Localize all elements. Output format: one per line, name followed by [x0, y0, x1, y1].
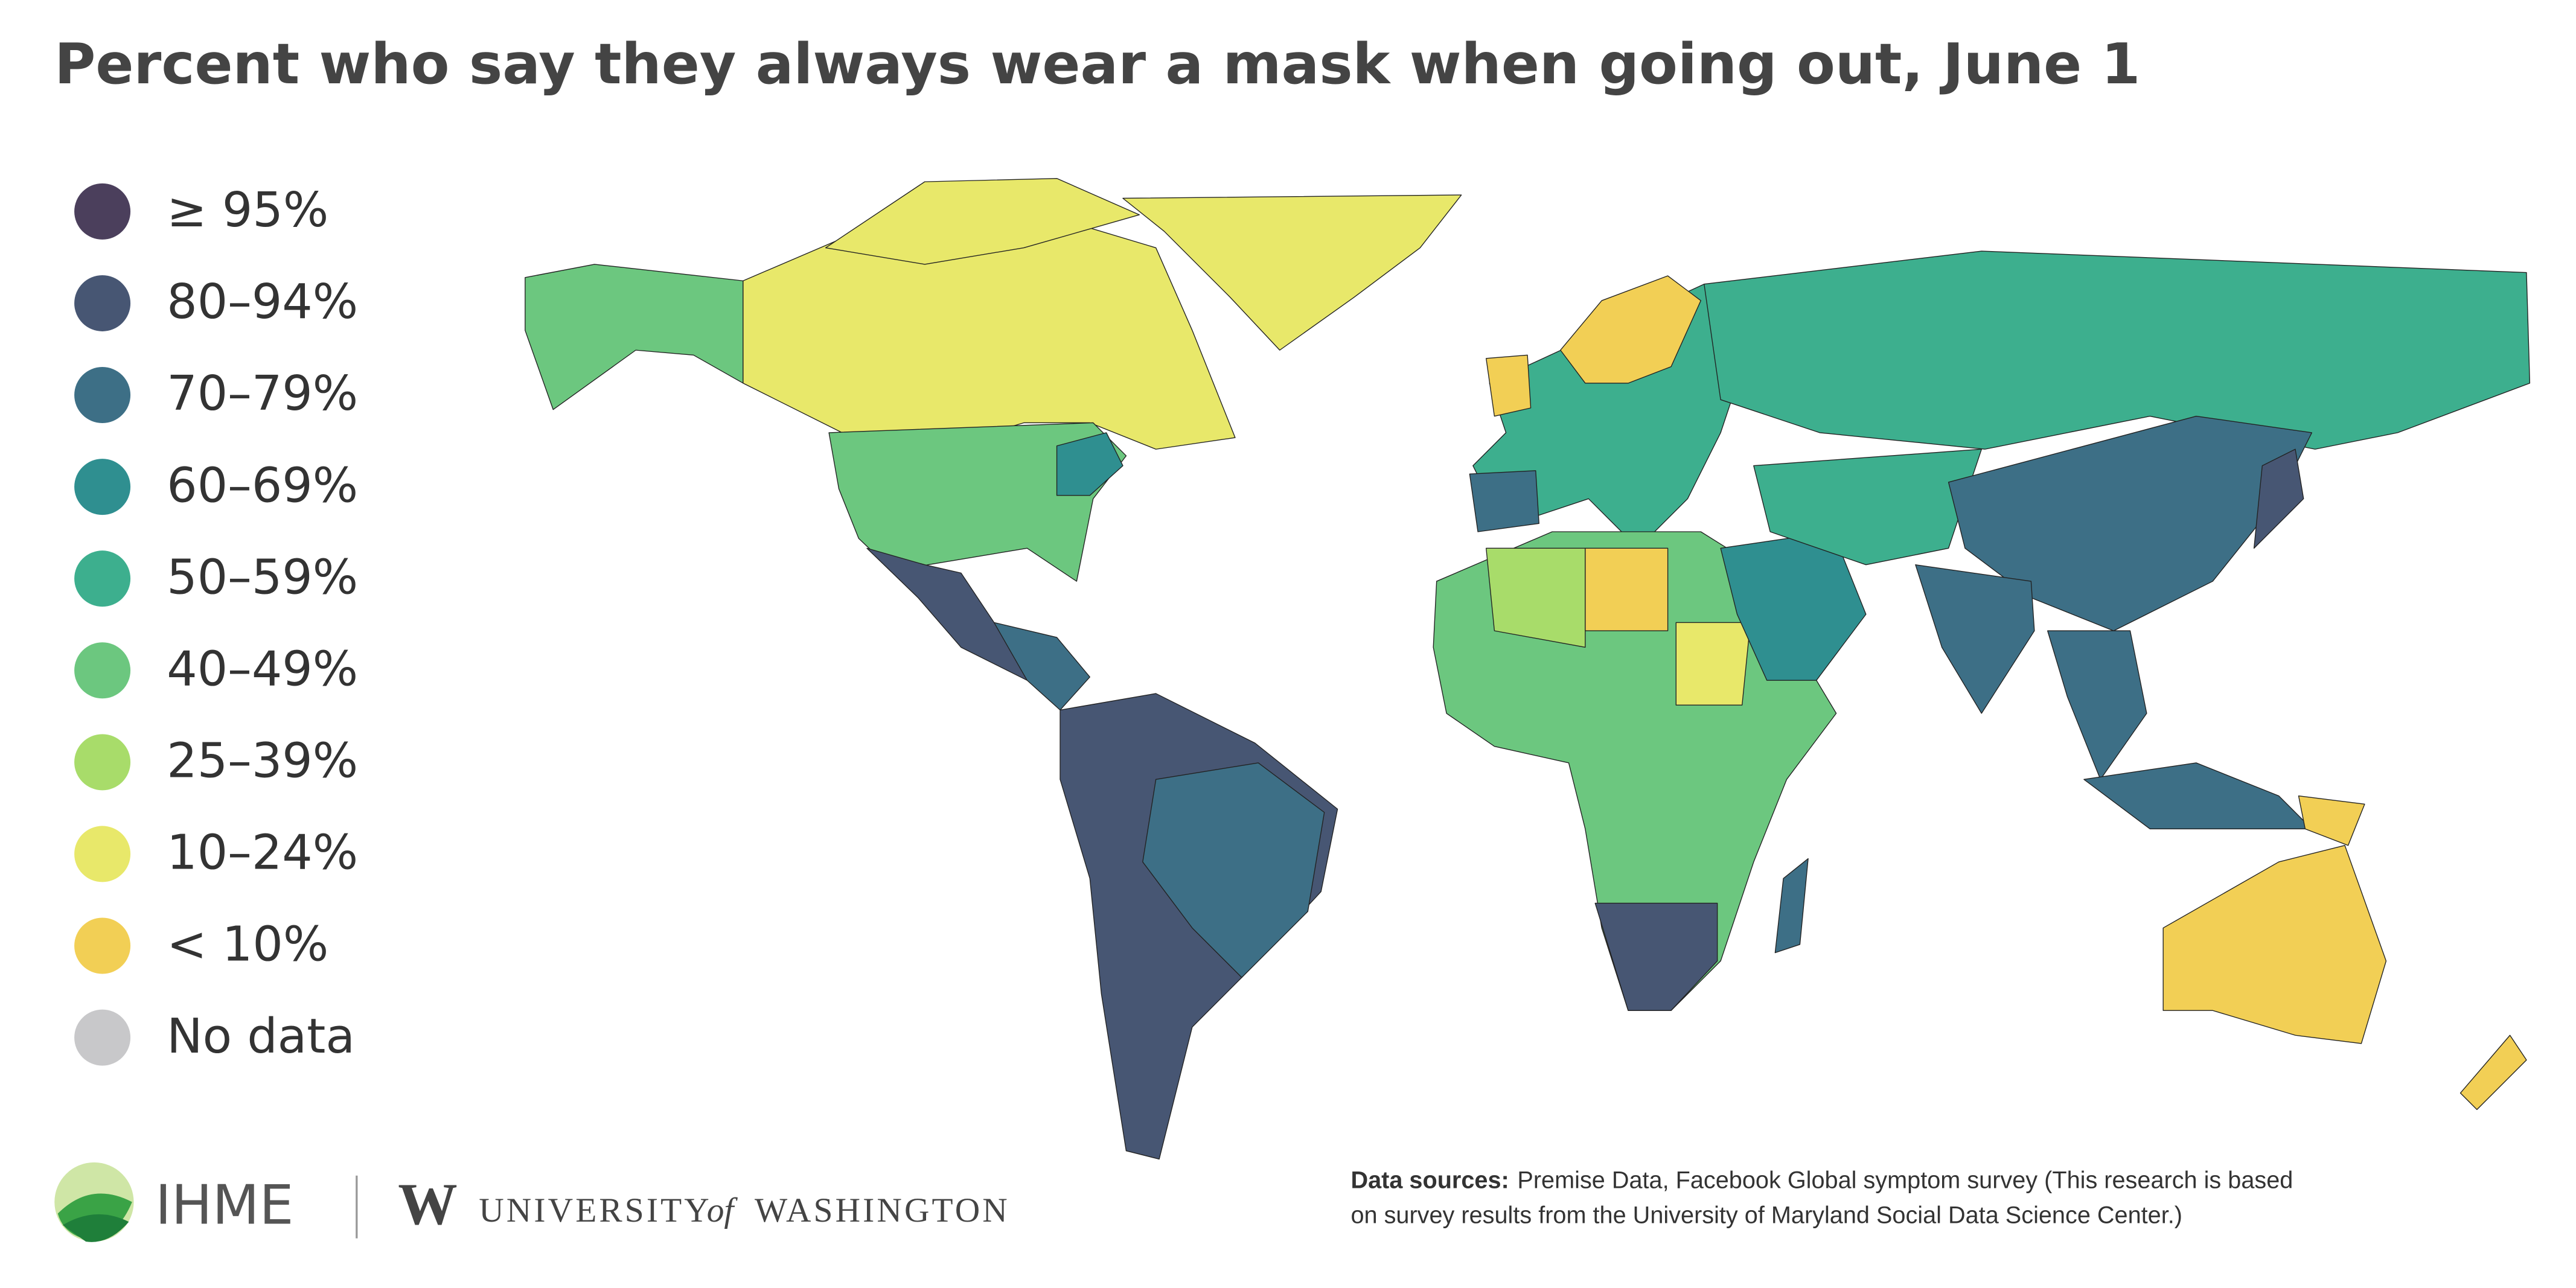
- country-region: [1915, 564, 2035, 714]
- country-region: [828, 422, 1127, 582]
- country-region: [2162, 845, 2387, 1044]
- data-sources-text: Premise Data, Facebook Global symptom su…: [1517, 1167, 2293, 1194]
- legend-swatch: [74, 734, 131, 791]
- country-region: [2083, 762, 2313, 830]
- country-region: [2253, 448, 2304, 549]
- uw-washington: WASHINGTON: [755, 1191, 1010, 1229]
- country-region: [1056, 432, 1123, 496]
- legend-label: No data: [167, 1008, 355, 1064]
- uw-university: UNIVERSITY: [479, 1191, 712, 1229]
- ihme-logo-leaf: [62, 1214, 129, 1242]
- country-region: [2047, 630, 2147, 780]
- country-region: [2459, 1035, 2527, 1111]
- uw-of: of: [707, 1191, 738, 1229]
- legend: ≥ 95% 80–94% 70–79% 60–69% 50–59% 40–49% 25–39…: [74, 182, 358, 1066]
- legend-label: 80–94%: [167, 273, 358, 330]
- legend-swatch: [74, 275, 131, 331]
- country-region: [1469, 470, 1539, 532]
- footer-logos: IHME W UNIVERSITY of WASHINGTON: [54, 1162, 1010, 1242]
- legend-label: 70–79%: [167, 365, 358, 421]
- country-region: [1585, 547, 1669, 631]
- legend-swatch: [74, 550, 131, 607]
- legend-swatch: [74, 183, 131, 240]
- country-region: [825, 177, 1140, 265]
- data-sources-line: on survey results from the University of…: [1350, 1202, 2182, 1229]
- data-sources: Data sources: Premise Data, Facebook Glob…: [1350, 1167, 2293, 1228]
- legend-swatch: [74, 459, 131, 515]
- legend-label: 25–39%: [167, 733, 358, 789]
- country-region: [1594, 902, 1718, 1011]
- world-map: [525, 177, 2531, 1160]
- legend-swatch: [74, 917, 131, 974]
- data-sources-label: Data sources:: [1350, 1167, 1509, 1194]
- country-region: [1486, 547, 1586, 648]
- country-region: [1753, 448, 1982, 566]
- country-region: [1486, 354, 1532, 417]
- country-region: [1704, 250, 2531, 450]
- country-region: [993, 622, 1090, 711]
- country-region: [1675, 622, 1751, 706]
- legend-swatch: [74, 367, 131, 424]
- ihme-text: IHME: [155, 1173, 293, 1237]
- country-region: [1142, 762, 1325, 978]
- uw-mark: W: [398, 1172, 457, 1237]
- country-region: [1560, 275, 1701, 384]
- country-region: [525, 264, 744, 410]
- country-region: [1774, 858, 1809, 954]
- legend-label: ≥ 95%: [167, 182, 328, 238]
- legend-label: 40–49%: [167, 640, 358, 697]
- legend-label: < 10%: [167, 916, 328, 972]
- legend-swatch: [74, 1009, 131, 1066]
- country-region: [1948, 415, 2313, 631]
- legend-swatch: [74, 642, 131, 699]
- country-region: [1122, 194, 1462, 351]
- legend-label: 60–69%: [167, 457, 358, 513]
- title: Percent who say they always wear a mask …: [54, 31, 2140, 97]
- country-region: [2298, 795, 2365, 846]
- data-sources-line: Data sources: Premise Data, Facebook Glob…: [1350, 1167, 2293, 1194]
- legend-label: 10–24%: [167, 824, 358, 881]
- legend-label: 50–59%: [167, 549, 358, 605]
- legend-swatch: [74, 826, 131, 882]
